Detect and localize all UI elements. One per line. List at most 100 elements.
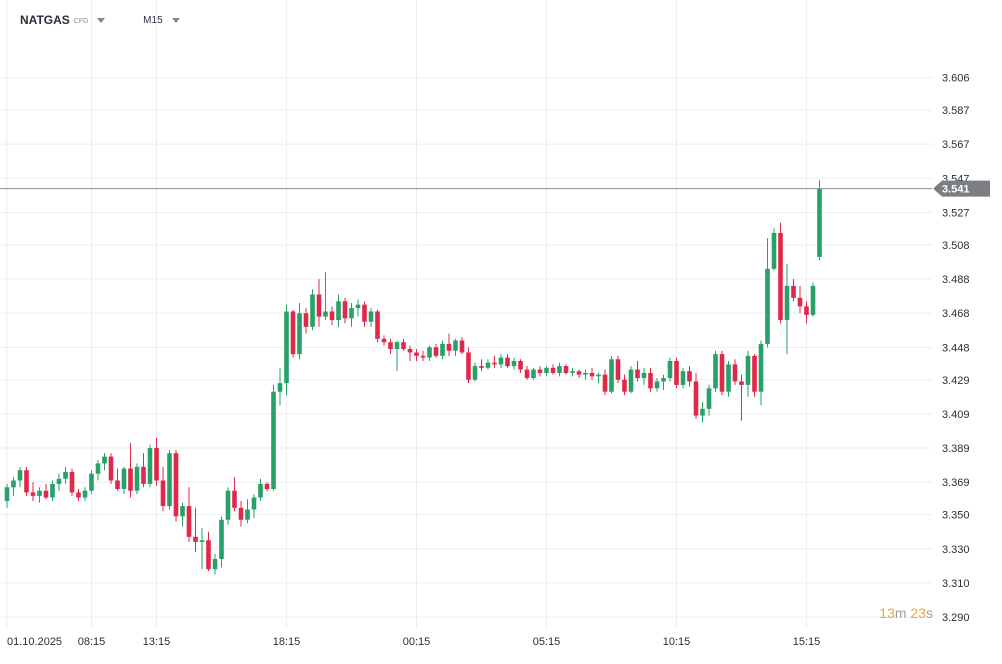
candle-body xyxy=(342,301,348,319)
candle-body xyxy=(609,359,614,392)
candle-body xyxy=(453,340,458,351)
candle xyxy=(180,502,185,527)
candle-body xyxy=(264,483,270,490)
candle xyxy=(596,372,601,384)
candle-body xyxy=(687,371,692,382)
candle-body xyxy=(17,470,23,481)
candle-body xyxy=(238,507,244,520)
y-tick-label: 3.369 xyxy=(942,477,970,489)
candle xyxy=(258,478,263,501)
candle xyxy=(290,309,296,358)
candle xyxy=(628,366,634,394)
candle-countdown: 13m 23s xyxy=(879,605,933,621)
candle-body xyxy=(4,487,10,501)
candle xyxy=(739,374,744,421)
candle-body xyxy=(498,357,504,365)
candle-body xyxy=(121,468,127,490)
candle xyxy=(297,302,302,360)
candle-body xyxy=(160,480,166,507)
candle xyxy=(557,362,562,377)
candle-body xyxy=(537,369,543,373)
candle xyxy=(778,222,783,324)
countdown-minutes: 13 xyxy=(879,605,895,621)
candle-body xyxy=(323,311,328,317)
candle-body xyxy=(394,342,400,350)
candle xyxy=(700,401,705,423)
candle-body xyxy=(524,369,530,379)
x-tick-label: 10:15 xyxy=(663,636,691,648)
candle-body xyxy=(362,304,367,322)
candle-body xyxy=(505,357,510,367)
candle xyxy=(323,272,328,321)
candle-body xyxy=(290,311,296,355)
countdown-seconds-unit: s xyxy=(926,605,933,621)
symbol-name[interactable]: NATGAS xyxy=(20,13,70,27)
candle xyxy=(50,480,55,501)
candle xyxy=(37,487,42,503)
candle-body xyxy=(557,366,562,373)
candle xyxy=(30,482,36,501)
candle xyxy=(771,227,777,271)
candle-body xyxy=(414,352,419,356)
candle xyxy=(706,384,712,416)
candle xyxy=(765,238,770,348)
candle-body xyxy=(69,471,75,493)
candle-body xyxy=(310,294,315,327)
candle xyxy=(635,360,640,382)
candle-body xyxy=(570,371,575,373)
y-tick-label: 3.350 xyxy=(942,510,970,522)
candle xyxy=(316,279,322,327)
candle xyxy=(570,367,575,377)
candle-body xyxy=(95,463,101,474)
y-tick-label: 3.448 xyxy=(942,342,970,354)
candle-body xyxy=(518,360,523,370)
candle-body xyxy=(297,313,302,355)
candle xyxy=(563,364,569,375)
symbol-dropdown-icon[interactable] xyxy=(97,17,106,23)
y-tick-label: 3.606 xyxy=(942,73,970,85)
timeframe-dropdown-icon[interactable] xyxy=(171,17,180,23)
candle xyxy=(394,340,400,372)
candle-body xyxy=(563,366,569,373)
candle xyxy=(466,347,471,384)
candle-body xyxy=(212,559,218,570)
candle xyxy=(336,294,341,327)
candles xyxy=(4,180,822,575)
candle xyxy=(414,349,419,361)
candle-body xyxy=(615,359,621,380)
candle xyxy=(310,289,315,331)
candle-body xyxy=(589,372,595,377)
candle xyxy=(141,453,146,488)
candle xyxy=(817,180,822,261)
candle-body xyxy=(719,354,725,392)
timeframe-selector[interactable]: M15 xyxy=(143,15,180,26)
candle-body xyxy=(745,355,751,385)
candle-body xyxy=(693,381,699,416)
candle xyxy=(693,372,699,420)
candle-body xyxy=(225,490,231,520)
candle-body xyxy=(479,366,484,368)
y-tick-label: 3.409 xyxy=(942,409,970,421)
candle-body xyxy=(661,378,666,382)
candle xyxy=(329,306,335,326)
candle-body xyxy=(667,360,673,379)
candle-body xyxy=(245,509,250,520)
candle xyxy=(147,444,153,488)
candle-body xyxy=(726,364,731,392)
candle xyxy=(134,463,140,495)
candle-body xyxy=(531,369,536,379)
candle-body xyxy=(206,540,211,570)
candle xyxy=(212,553,218,575)
candle xyxy=(615,355,621,384)
candle xyxy=(76,489,81,501)
candle-body xyxy=(50,483,55,498)
candle-body xyxy=(401,342,406,350)
candle-body xyxy=(167,453,172,507)
y-axis: 3.6063.5873.5673.5473.5273.5083.4883.468… xyxy=(942,73,970,624)
candle xyxy=(433,343,439,358)
y-tick-label: 3.567 xyxy=(942,139,970,151)
candle xyxy=(641,367,647,385)
candle-body xyxy=(24,470,29,493)
